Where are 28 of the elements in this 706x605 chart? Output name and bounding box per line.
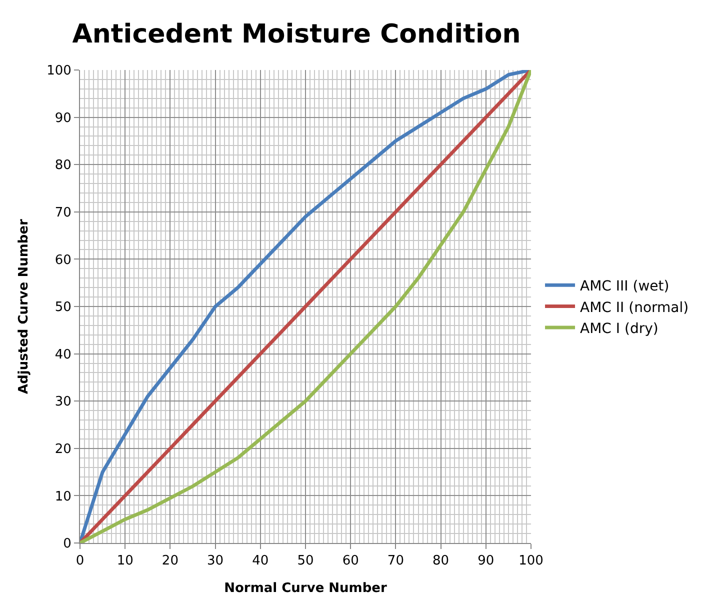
y-tick-label: 100: [46, 64, 72, 79]
x-tick-label: 30: [207, 554, 224, 569]
y-tick-label: 70: [54, 205, 72, 220]
x-tick-label: 80: [432, 554, 450, 569]
x-tick-label: 50: [297, 554, 314, 569]
x-tick-label: 70: [387, 554, 404, 569]
y-tick-label: 0: [63, 536, 72, 552]
x-tick-label: 20: [162, 554, 178, 569]
y-tick-label: 90: [54, 110, 72, 126]
y-tick-label: 20: [54, 442, 72, 457]
legend-label: AMC III (wet): [580, 278, 670, 295]
y-tick-label: 60: [54, 252, 72, 268]
x-tick-label: 10: [116, 554, 134, 569]
y-tick-label: 30: [54, 394, 72, 410]
x-axis-title: Normal Curve Number: [224, 581, 388, 596]
y-tick-label: 40: [54, 347, 72, 362]
x-tick-label: 40: [252, 554, 269, 569]
x-tick-label: 90: [478, 554, 494, 569]
y-tick-label: 10: [54, 489, 72, 504]
legend-label: AMC II (normal): [580, 300, 689, 316]
y-tick-label: 80: [54, 158, 72, 174]
y-tick-label: 50: [54, 300, 72, 316]
x-tick-label: 0: [76, 554, 84, 569]
x-tick-label: 60: [342, 554, 359, 569]
x-tick-label: 100: [518, 554, 544, 569]
legend-label: AMC I (dry): [580, 320, 658, 337]
chart-title: Anticedent Moisture Condition: [72, 19, 521, 50]
y-axis-title: Adjusted Curve Number: [16, 218, 32, 394]
